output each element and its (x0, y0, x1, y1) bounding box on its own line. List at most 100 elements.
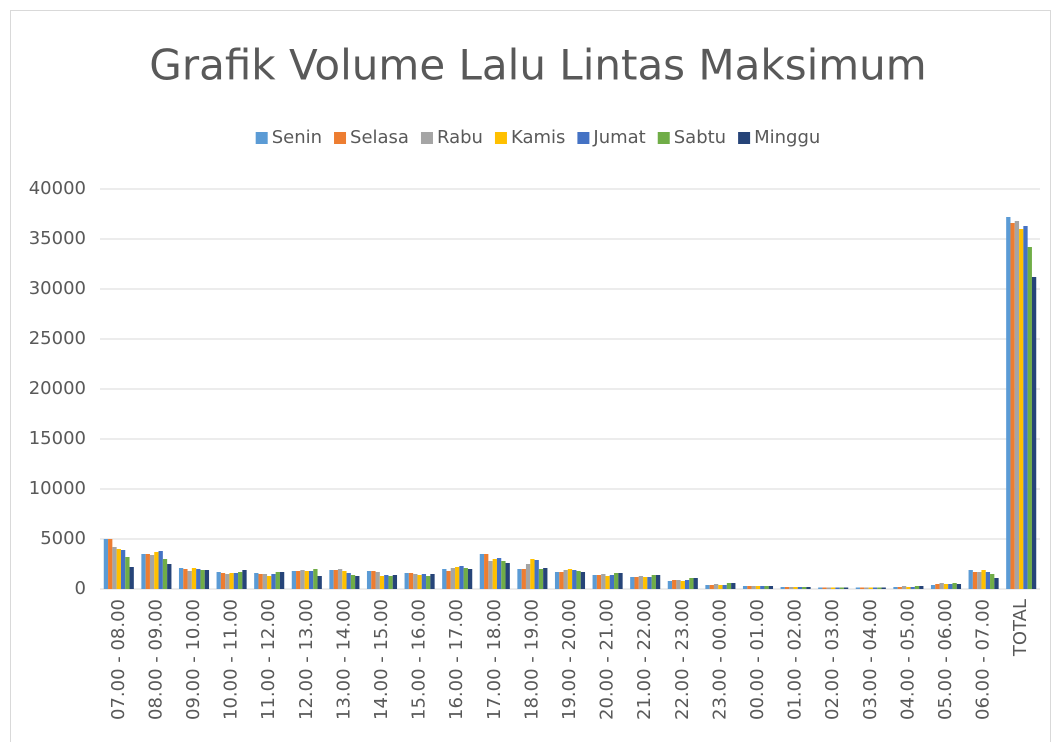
bar (789, 587, 794, 589)
bar (655, 575, 661, 589)
x-tick-label: 20.00 - 21.00 (597, 599, 618, 720)
bar (843, 587, 849, 589)
legend-label: Jumat (592, 127, 645, 148)
bar (793, 587, 798, 589)
bar (421, 574, 427, 589)
bar (191, 568, 197, 589)
bar (580, 572, 586, 589)
bar (839, 587, 844, 589)
bar (196, 569, 201, 589)
bar (120, 550, 126, 589)
bar (780, 587, 785, 589)
bar (901, 586, 907, 589)
bar (705, 585, 710, 589)
bar (914, 586, 920, 589)
bar (930, 585, 936, 589)
chart-title: Grafik Volume Lalu Lintas Maksimum (149, 41, 926, 90)
x-tick-label: 08.00 - 09.00 (145, 599, 166, 720)
legend-label: Selasa (350, 127, 409, 148)
bar (764, 586, 769, 589)
bar (742, 586, 748, 589)
legend-swatch (334, 132, 347, 144)
bar (530, 559, 535, 589)
bar (116, 549, 121, 589)
bar (392, 575, 398, 589)
bar (220, 573, 226, 589)
bar (643, 577, 648, 589)
bar (939, 583, 944, 589)
x-tick-label: 17.00 - 18.00 (484, 599, 505, 720)
bar (1031, 277, 1037, 589)
bar (258, 574, 263, 589)
x-tick-label: 00.00 - 01.00 (747, 599, 768, 720)
bar (609, 575, 615, 589)
bar (634, 577, 639, 589)
bar (103, 539, 109, 589)
bar (355, 576, 360, 589)
legend-swatch (420, 132, 433, 144)
x-tick-label: 23.00 - 00.00 (709, 599, 730, 720)
bar (342, 571, 347, 589)
legend-swatch (577, 132, 590, 144)
bar (835, 587, 840, 589)
x-tick-label: 16.00 - 17.00 (446, 599, 467, 720)
y-tick-label: 0 (75, 578, 86, 599)
bar (242, 570, 247, 589)
bar (718, 585, 723, 589)
bar (238, 572, 243, 589)
x-tick-label: TOTAL (1010, 599, 1031, 657)
bar (517, 569, 522, 589)
bar (1023, 226, 1028, 589)
legend-label: Sabtu (674, 127, 726, 148)
bar (479, 554, 485, 589)
bar (442, 569, 447, 589)
bar (125, 557, 130, 589)
bar (943, 584, 949, 589)
x-tick-label: 06.00 - 07.00 (973, 599, 994, 720)
bar (977, 572, 982, 589)
bar (614, 573, 619, 589)
bar (308, 571, 314, 589)
y-tick-label: 5000 (40, 528, 86, 549)
bar (145, 554, 150, 589)
legend-swatch (657, 132, 670, 144)
bar (630, 577, 635, 589)
x-tick-label: 14.00 - 15.00 (371, 599, 392, 720)
bar (693, 578, 698, 589)
bar (271, 574, 276, 589)
legend-label: Senin (272, 127, 322, 148)
bar (726, 583, 732, 589)
bar (233, 573, 239, 589)
bar (417, 575, 422, 589)
bar (505, 563, 510, 589)
legend-label: Rabu (437, 127, 483, 148)
bar (864, 587, 869, 589)
bar (751, 586, 756, 589)
bar (881, 587, 886, 589)
bar (379, 576, 385, 589)
bar (525, 564, 531, 589)
bar (430, 574, 435, 589)
bar (1010, 223, 1015, 589)
bar (831, 587, 836, 589)
bar (684, 580, 690, 589)
bar (366, 571, 372, 589)
bar (563, 570, 568, 589)
x-tick-label: 22.00 - 23.00 (672, 599, 693, 720)
bar (384, 575, 389, 589)
bar (910, 587, 915, 589)
bar (450, 568, 456, 589)
bar (262, 574, 268, 589)
bar (346, 573, 351, 589)
bar (300, 570, 305, 589)
bar (333, 570, 338, 589)
bar (459, 566, 464, 589)
bar (768, 586, 774, 589)
x-tick-label: 10.00 - 11.00 (221, 599, 242, 720)
bar (968, 570, 973, 589)
bar (267, 576, 272, 589)
bar (554, 572, 560, 589)
bar (784, 587, 790, 589)
bar (672, 580, 677, 589)
bar (167, 564, 172, 589)
